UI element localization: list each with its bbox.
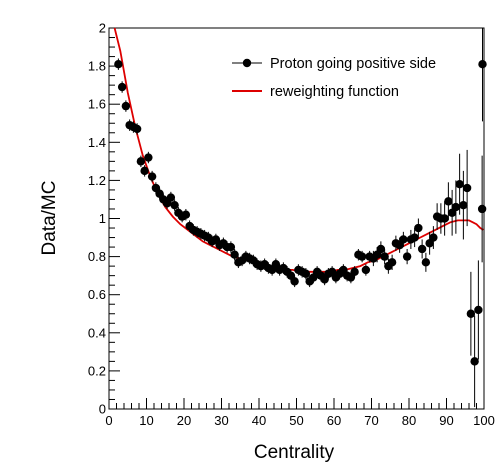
x-tick-label: 80 xyxy=(402,413,416,428)
data-marker xyxy=(410,233,418,241)
data-marker xyxy=(470,357,478,365)
data-marker xyxy=(144,153,152,161)
x-tick-label: 0 xyxy=(105,413,112,428)
x-tick-label: 60 xyxy=(327,413,341,428)
data-marker xyxy=(148,172,156,180)
x-axis-title: Centrality xyxy=(254,442,335,463)
y-tick-label: 1.4 xyxy=(88,135,106,150)
data-marker xyxy=(358,252,366,260)
y-tick-label: 1.8 xyxy=(88,59,106,74)
data-marker xyxy=(440,214,448,222)
x-tick-label: 40 xyxy=(252,413,266,428)
y-tick-label: 0.8 xyxy=(88,249,106,264)
data-marker xyxy=(362,266,370,274)
data-marker xyxy=(418,245,426,253)
data-marker xyxy=(459,201,467,209)
x-tick-label: 50 xyxy=(289,413,303,428)
data-marker xyxy=(455,180,463,188)
data-marker xyxy=(444,197,452,205)
data-marker xyxy=(452,203,460,211)
data-marker xyxy=(414,224,422,232)
x-tick-label: 10 xyxy=(139,413,153,428)
legend-data-marker xyxy=(243,59,251,67)
data-marker xyxy=(422,258,430,266)
y-axis-title: Data/MC xyxy=(39,181,60,256)
legend-label-fit: reweighting function xyxy=(270,84,399,100)
data-marker xyxy=(170,201,178,209)
data-marker xyxy=(350,268,358,276)
x-tick-label: 70 xyxy=(364,413,378,428)
data-marker xyxy=(403,252,411,260)
data-marker xyxy=(388,258,396,266)
data-marker xyxy=(467,310,475,318)
data-marker xyxy=(167,193,175,201)
data-marker xyxy=(377,245,385,253)
y-tick-label: 0.6 xyxy=(88,287,106,302)
x-tick-label: 90 xyxy=(439,413,453,428)
data-marker xyxy=(182,210,190,218)
data-marker xyxy=(137,157,145,165)
y-tick-label: 1.2 xyxy=(88,173,106,188)
data-marker xyxy=(290,277,298,285)
data-marker xyxy=(429,233,437,241)
data-marker xyxy=(133,125,141,133)
x-tick-label: 100 xyxy=(473,413,495,428)
data-marker xyxy=(140,167,148,175)
legend-label-data: Proton going positive side xyxy=(270,56,436,72)
y-tick-label: 0.4 xyxy=(88,325,106,340)
y-tick-label: 0.2 xyxy=(88,363,106,378)
data-marker xyxy=(478,60,486,68)
data-marker xyxy=(122,102,130,110)
y-tick-label: 1 xyxy=(99,211,106,226)
data-marker xyxy=(302,270,310,278)
data-marker xyxy=(227,243,235,251)
data-marker xyxy=(118,83,126,91)
y-tick-label: 2 xyxy=(99,21,106,36)
data-marker xyxy=(114,60,122,68)
x-tick-label: 20 xyxy=(177,413,191,428)
data-marker xyxy=(474,306,482,314)
data-marker xyxy=(463,184,471,192)
y-tick-label: 1.6 xyxy=(88,97,106,112)
x-tick-label: 30 xyxy=(214,413,228,428)
data-marker xyxy=(380,252,388,260)
data-marker xyxy=(399,235,407,243)
data-marker xyxy=(478,205,486,213)
data-marker xyxy=(230,250,238,258)
